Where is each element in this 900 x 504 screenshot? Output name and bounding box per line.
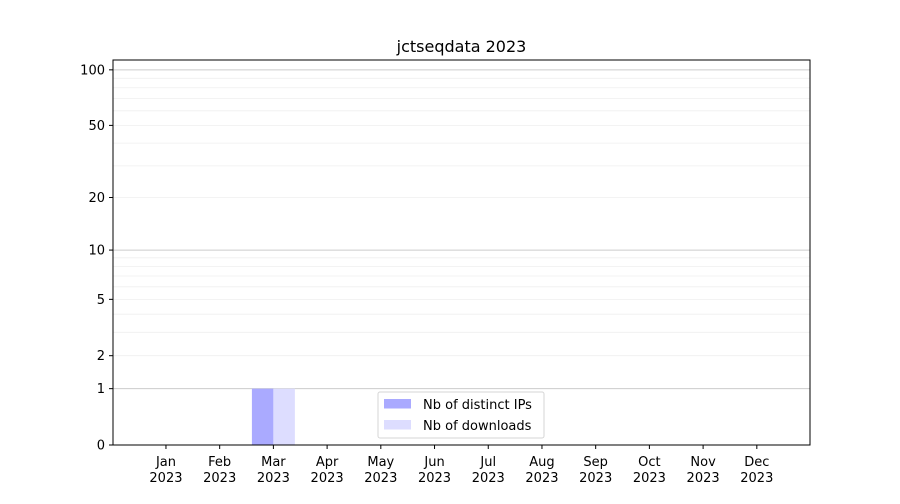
x-tick-label: 2023 bbox=[418, 471, 451, 486]
x-tick-label: 2023 bbox=[364, 471, 397, 486]
y-tick-label: 10 bbox=[88, 244, 105, 259]
legend-swatch bbox=[384, 399, 411, 409]
x-tick-label: Dec bbox=[744, 455, 769, 470]
x-tick-label: 2023 bbox=[740, 471, 773, 486]
x-tick-label: 2023 bbox=[311, 471, 344, 486]
axes: 0125102050100Jan2023Feb2023Mar2023Apr202… bbox=[80, 59, 811, 486]
x-tick-label: May bbox=[367, 455, 394, 470]
bar-downloads bbox=[273, 388, 295, 445]
x-tick-label: Sep bbox=[583, 455, 608, 470]
grid bbox=[113, 69, 810, 390]
x-tick-label: Apr bbox=[316, 455, 339, 470]
x-tick-label: 2023 bbox=[472, 471, 505, 486]
x-tick-label: 2023 bbox=[149, 471, 182, 486]
x-tick-label: Aug bbox=[529, 455, 554, 470]
y-tick-label: 5 bbox=[97, 293, 105, 308]
chart-title: jctseqdata 2023 bbox=[396, 37, 527, 56]
y-tick-label: 20 bbox=[88, 191, 105, 206]
x-tick-label: 2023 bbox=[257, 471, 290, 486]
legend-box bbox=[377, 391, 545, 439]
legend-swatch bbox=[384, 420, 411, 430]
x-tick-label: Jun bbox=[423, 455, 444, 470]
x-tick-label: 2023 bbox=[525, 471, 558, 486]
legend-label: Nb of downloads bbox=[423, 419, 532, 434]
legend: Nb of distinct IPs Nb of downloads bbox=[377, 391, 545, 439]
plot-frame bbox=[112, 59, 811, 446]
x-tick-label: 2023 bbox=[687, 471, 720, 486]
x-tick-label: 2023 bbox=[579, 471, 612, 486]
x-tick-label: Mar bbox=[261, 455, 286, 470]
y-tick-label: 1 bbox=[97, 382, 105, 397]
x-tick-label: Feb bbox=[208, 455, 231, 470]
legend-label: Nb of distinct IPs bbox=[423, 398, 532, 413]
x-tick-label: Jul bbox=[479, 455, 496, 470]
y-tick-label: 100 bbox=[80, 63, 105, 78]
y-tick-label: 50 bbox=[88, 119, 105, 134]
x-tick-label: 2023 bbox=[203, 471, 236, 486]
bar-distinct-ips bbox=[251, 388, 274, 445]
x-tick-label: Oct bbox=[638, 455, 660, 470]
x-tick-label: 2023 bbox=[633, 471, 666, 486]
y-tick-label: 2 bbox=[97, 349, 105, 364]
bars bbox=[251, 388, 295, 445]
x-tick-label: Jan bbox=[155, 455, 176, 470]
x-tick-label: Nov bbox=[690, 455, 716, 470]
y-tick-label: 0 bbox=[97, 439, 105, 454]
